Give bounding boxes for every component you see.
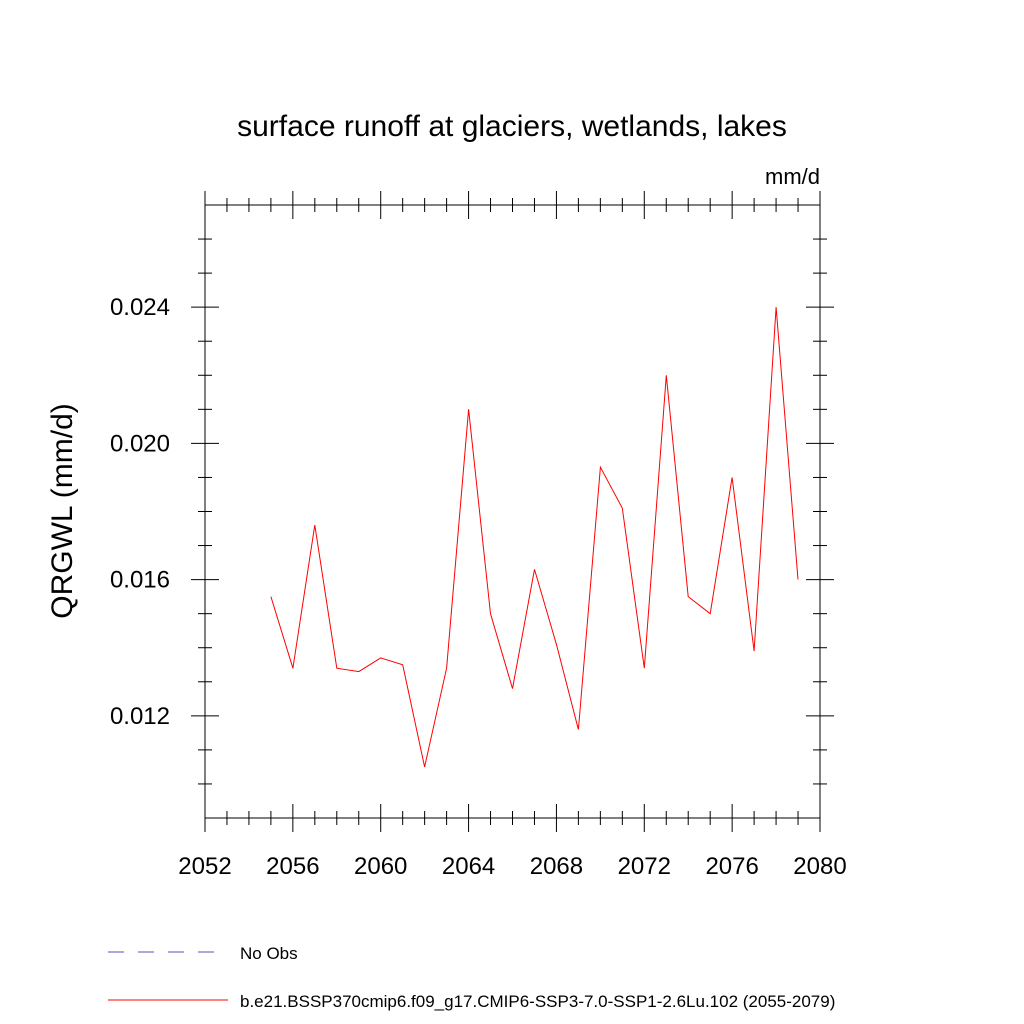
plot-frame: [204, 204, 821, 819]
legend-label: No Obs: [240, 944, 298, 963]
x-axis-ticks: 2052 2056 2060 2064 2068 2072 2076 2080: [178, 191, 847, 880]
x-tick-label: 2056: [266, 853, 319, 880]
minor-ticks: [198, 198, 827, 825]
x-tick-label: 2076: [705, 853, 758, 880]
x-tick-label: 2064: [442, 853, 495, 880]
x-tick-label: 2060: [354, 853, 407, 880]
legend-label: b.e21.BSSP370cmip6.f09_g17.CMIP6-SSP3-7.…: [240, 992, 835, 1011]
chart-title: surface runoff at glaciers, wetlands, la…: [237, 110, 787, 143]
y-axis-ticks: 0.012 0.016 0.020 0.024: [110, 294, 834, 730]
y-tick-label: 0.020: [110, 430, 170, 457]
y-axis-label: QRGWL (mm/d): [46, 403, 79, 619]
series-layer: [270, 307, 799, 768]
x-tick-label: 2080: [793, 853, 846, 880]
y-tick-label: 0.012: [110, 703, 170, 730]
x-tick-label: 2052: [178, 853, 231, 880]
series-line: [270, 307, 799, 768]
y-tick-label: 0.024: [110, 294, 170, 321]
legend: No Obs b.e21.BSSP370cmip6.f09_g17.CMIP6-S…: [108, 944, 835, 1011]
units-label: mm/d: [765, 164, 820, 189]
x-tick-label: 2072: [618, 853, 671, 880]
x-tick-label: 2068: [530, 853, 583, 880]
y-tick-label: 0.016: [110, 567, 170, 594]
